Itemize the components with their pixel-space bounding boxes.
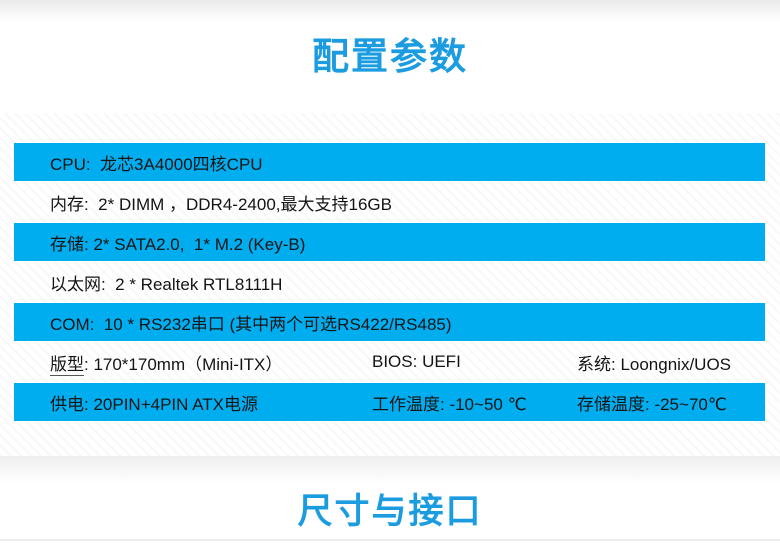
spec-cell: 工作温度: -10~50 ℃	[372, 394, 527, 414]
spec-cell: BIOS: UEFI	[372, 352, 461, 371]
spec-row: 内存: 2* DIMM ，DDR4-2400,最大支持16GB	[0, 183, 780, 221]
spec-table: CPU: 龙芯3A4000四核CPU 内存: 2* DIMM ，DDR4-2400…	[0, 113, 780, 456]
spec-cell: COM: 10 * RS232串口 (其中两个可选RS422/RS485)	[50, 314, 452, 334]
page-header: 配置参数	[0, 0, 780, 113]
spec-cell: 存储温度: -25~70℃	[577, 394, 727, 414]
spec-cell: 以太网: 2 * Realtek RTL8111H	[50, 274, 283, 294]
spec-row: 存储: 2* SATA2.0, 1* M.2 (Key-B)	[14, 223, 765, 261]
spec-row: 版型: 170*170mm（Mini-ITX） BIOS: UEFI 系统: Loo…	[0, 343, 780, 381]
spec-cell: 供电: 20PIN+4PIN ATX电源	[50, 394, 259, 414]
spec-row: 以太网: 2 * Realtek RTL8111H	[0, 263, 780, 301]
page-title-config-params: 配置参数	[312, 36, 468, 77]
spec-cell: 版型: 170*170mm（Mini-ITX）	[50, 350, 372, 376]
top-gradient	[0, 0, 780, 22]
spec-row: COM: 10 * RS232串口 (其中两个可选RS422/RS485)	[14, 303, 765, 341]
spec-row: CPU: 龙芯3A4000四核CPU	[14, 143, 765, 181]
spec-cell: 存储: 2* SATA2.0, 1* M.2 (Key-B)	[50, 234, 306, 254]
spec-cell: 内存: 2* DIMM ，DDR4-2400,最大支持16GB	[50, 194, 392, 214]
spec-cell: CPU: 龙芯3A4000四核CPU	[50, 154, 263, 174]
page-title-dimensions-interfaces: 尺寸与接口	[297, 492, 483, 531]
spec-cell-text: : 170*170mm（Mini-ITX）	[84, 354, 283, 374]
page-footer: 尺寸与接口	[0, 494, 780, 529]
spec-row: 供电: 20PIN+4PIN ATX电源 工作温度: -10~50 ℃ 存储温度: …	[14, 383, 765, 421]
spec-cell: 系统: Loongnix/UOS	[577, 354, 732, 374]
bottom-divider	[0, 539, 780, 541]
spec-cell-label: 版型	[50, 354, 84, 376]
bottom-gradient	[0, 456, 780, 484]
